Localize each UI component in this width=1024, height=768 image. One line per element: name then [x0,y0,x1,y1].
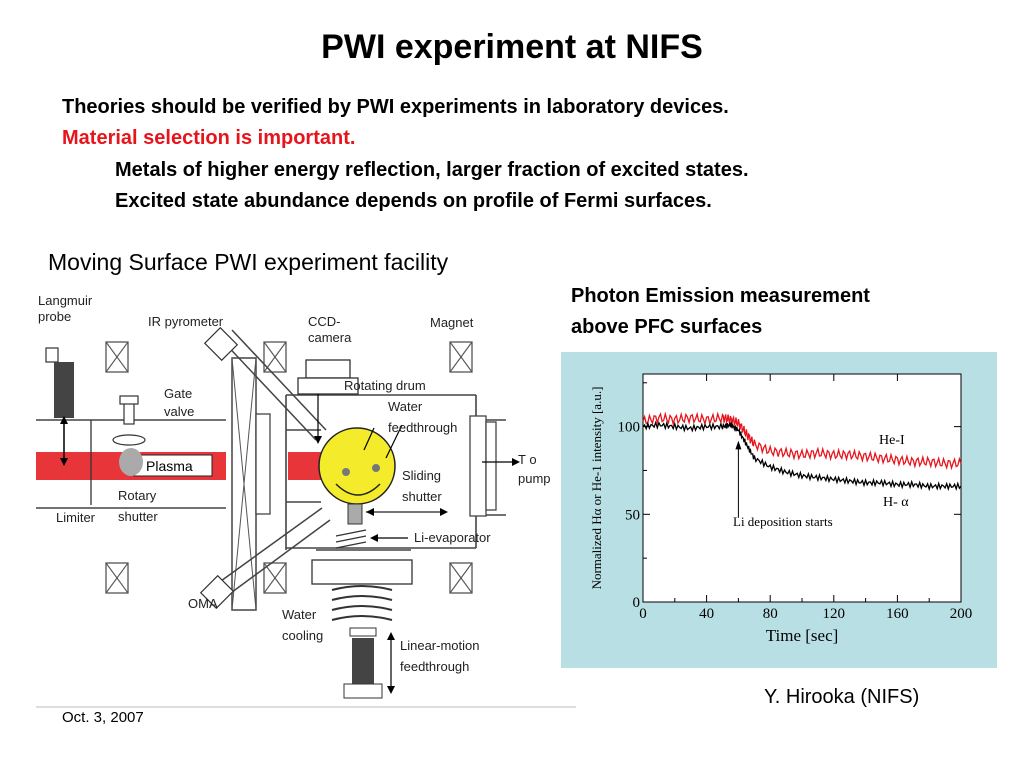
label-langmuir-2: probe [38,309,71,324]
bullet-4: Excited state abundance depends on profi… [115,190,712,212]
plot-area [642,373,962,603]
y-tick-label: 0 [633,595,641,611]
facility-caption: Moving Surface PWI experiment facility [48,249,449,275]
li-evaporator [335,529,408,549]
annotation-li-deposition: Li deposition starts [733,514,833,529]
label-rotating-drum: Rotating drum [344,378,426,393]
series-line-h-alpha [642,420,962,492]
label-sliding-2: shutter [402,489,442,504]
magnet-coil [263,562,287,594]
magnet-coil [449,341,473,373]
x-tick-label: 120 [823,606,846,622]
x-tick-label: 0 [639,606,647,622]
ccd-camera [297,359,359,395]
author-credit: Y. Hirooka (NIFS) [764,686,920,708]
label-ir-pyrometer: IR pyrometer [148,314,224,329]
y-tick-label: 50 [625,507,640,523]
x-tick-label: 80 [763,606,778,622]
label-limiter: Limiter [56,510,96,525]
x-tick-label: 40 [699,606,714,622]
x-tick-label: 160 [886,606,909,622]
label-rotary-1: Rotary [118,488,157,503]
rotating-drum [318,427,396,505]
rotary-shutter [112,395,146,476]
magnet-coil [449,562,473,594]
label-linear-2: feedthrough [400,659,469,674]
x-tick-labels: 0 40 80 120 160 200 [639,606,972,622]
slide-date: Oct. 3, 2007 [62,709,144,726]
label-to-pump-2: pump [518,471,551,486]
slide-title: PWI experiment at NIFS [321,28,703,66]
bullet-1: Theories should be verified by PWI exper… [62,96,729,118]
y-tick-label: 100 [618,420,641,436]
label-to-pump-1: T o [518,452,537,467]
axis-ticks [642,374,962,603]
label-langmuir-1: Langmuir [38,293,93,308]
label-water-fd-2: feedthrough [388,420,457,435]
label-magnet: Magnet [430,315,474,330]
x-axis-label: Time [sec] [766,626,839,645]
bullet-2: Material selection is important. [62,127,356,149]
x-tick-label: 200 [950,606,973,622]
facility-diagram: Langmuir probe IR pyrometer CCD- camera … [36,293,576,708]
bullet-3: Metals of higher energy reflection, larg… [115,159,749,181]
sliding-shutter [347,503,448,525]
label-rotary-2: shutter [118,509,158,524]
label-ccd-1: CCD- [308,314,341,329]
label-water-cooling-1: Water [282,607,317,622]
series-line-he-i [642,411,962,471]
photon-caption-line-1: Photon Emission measurement [571,285,870,307]
label-sliding-1: Sliding [402,468,441,483]
label-gate-2: valve [164,404,194,419]
label-water-cooling-2: cooling [282,628,323,643]
annotation-he-i: He-I [879,433,905,448]
li-deposition-arrow [735,440,742,450]
label-oma: OMA [188,596,218,611]
linear-motion-feedthrough [311,559,413,699]
photon-caption: Photon Emission measurement above PFC su… [571,281,870,343]
series-lines [642,411,962,492]
oma-port [199,507,331,610]
label-ccd-2: camera [308,330,352,345]
label-li-evaporator: Li-evaporator [414,530,491,545]
label-plasma: Plasma [146,458,193,474]
langmuir-probe [45,347,74,465]
photon-emission-chart: 0 40 80 120 160 200 0 50 100 He-I H- α Li depos… [561,352,997,668]
ir-pyrometer [203,326,327,441]
annotation-h-alpha: H- α [883,495,909,510]
magnet-coil [105,341,129,373]
y-axis-label: Normalized Hα or He-1 intensity [a.u.] [589,387,604,590]
label-water-fd-1: Water [388,399,423,414]
y-tick-labels: 0 50 100 [618,420,641,611]
label-linear-1: Linear-motion [400,638,480,653]
magnet-coil [105,562,129,594]
photon-caption-line-2: above PFC surfaces [571,316,763,338]
label-gate-1: Gate [164,386,192,401]
